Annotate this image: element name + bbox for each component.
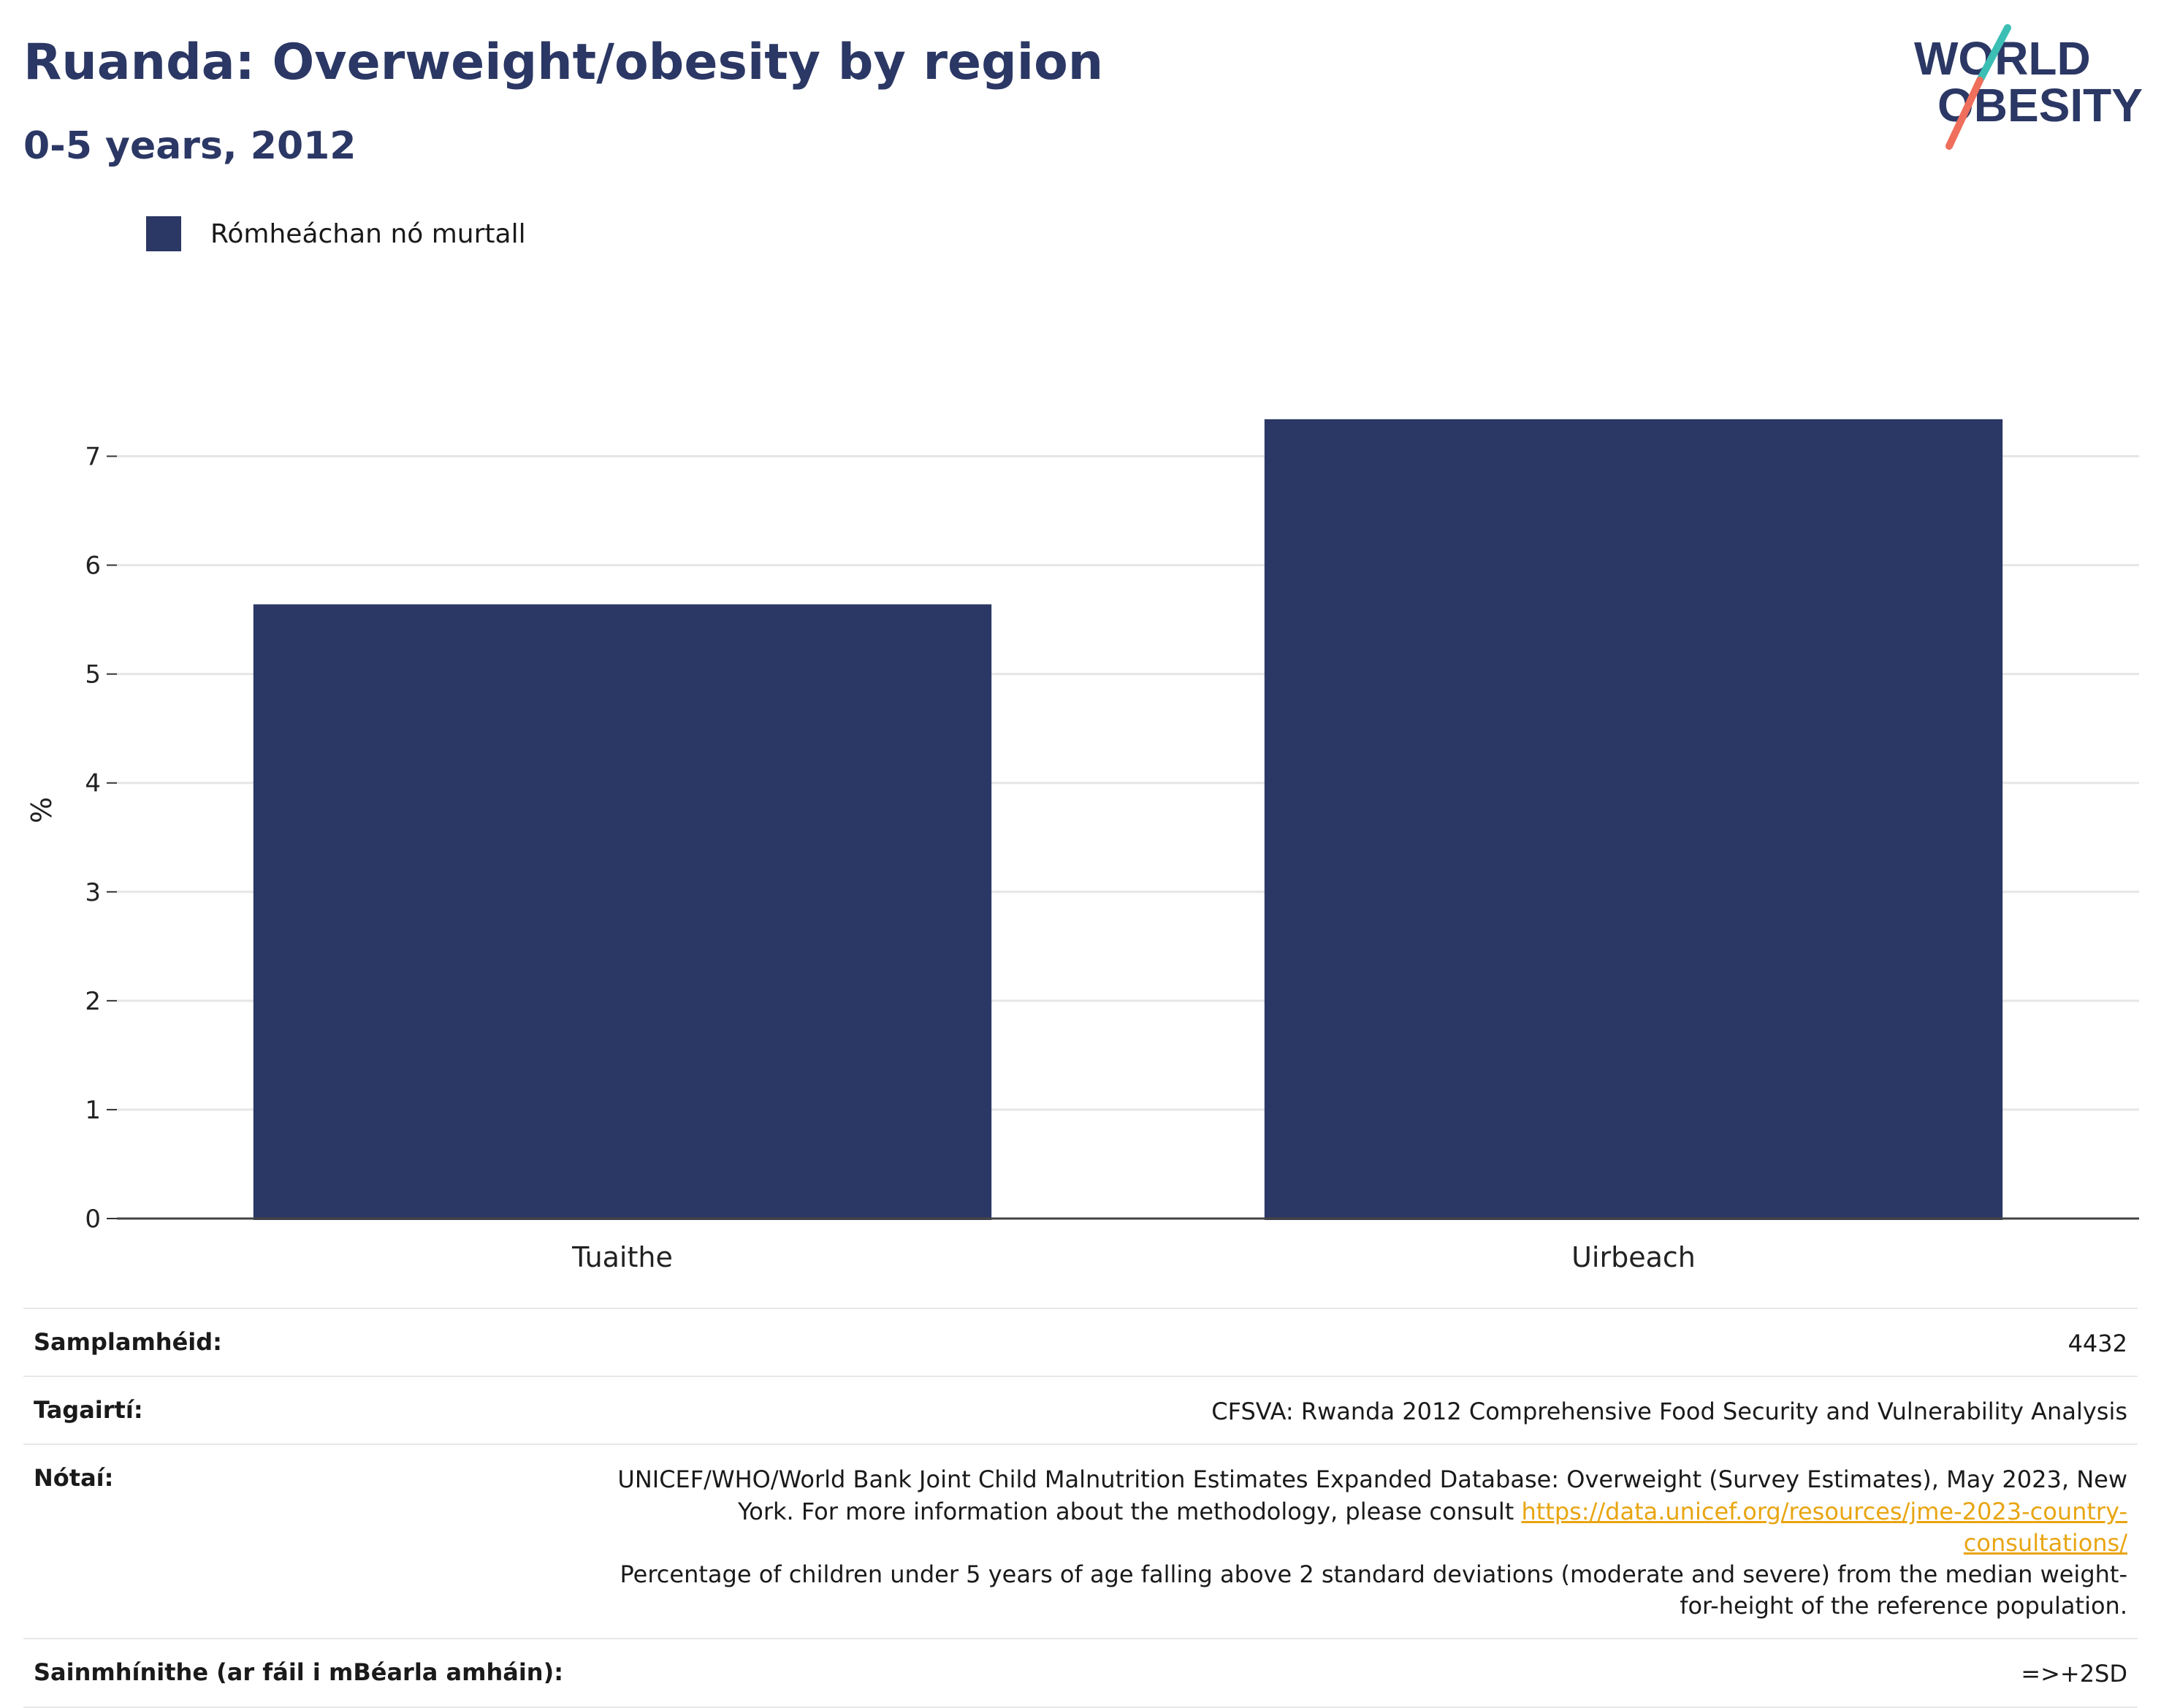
x-tick-label: Uirbeach — [1571, 1241, 1696, 1273]
y-axis-label: % — [26, 797, 58, 823]
notes-text-2: Percentage of children under 5 years of … — [620, 1560, 2128, 1620]
definitions-label: Sainmhínithe (ar fáil i mBéarla amháin): — [34, 1658, 563, 1687]
y-tick-label: 7 — [85, 443, 101, 472]
x-tick-label: Tuaithe — [571, 1241, 673, 1273]
y-tick-label: 3 — [85, 878, 101, 907]
logo-slash-teal — [1976, 24, 2011, 84]
logo-slash-coral — [1945, 77, 1983, 150]
legend-label: Rómheáchan nó murtall — [210, 218, 526, 249]
info-row-definitions: Sainmhínithe (ar fáil i mBéarla amháin):… — [23, 1638, 2138, 1708]
notes-text-1: UNICEF/WHO/World Bank Joint Child Malnut… — [617, 1465, 2127, 1525]
bar-chart: 0 1 2 3 4 5 6 7% Tuaithe Uirbeach — [26, 419, 2139, 1273]
references-label: Tagairtí: — [34, 1396, 143, 1425]
world-obesity-logo: WORLD OBESITY — [1914, 24, 2143, 150]
sample-size-value: 4432 — [2067, 1330, 2127, 1357]
y-tick-label: 5 — [85, 660, 101, 690]
notes-value: UNICEF/WHO/World Bank Joint Child Malnut… — [608, 1464, 2127, 1622]
definitions-value: =>+2SD — [2021, 1660, 2127, 1688]
legend[interactable]: Rómheáchan nó murtall — [146, 216, 526, 251]
notes-label: Nótaí: — [34, 1464, 114, 1492]
info-row-notes: Nótaí: UNICEF/WHO/World Bank Joint Child… — [23, 1444, 2138, 1638]
y-tick-label: 2 — [85, 987, 101, 1016]
notes-link[interactable]: https://data.unicef.org/resources/jme-20… — [1521, 1497, 2127, 1557]
chart-title: Ruanda: Overweight/obesity by region — [23, 34, 1104, 91]
info-table: Samplamhéid: 4432 Tagairtí: CFSVA: Rwand… — [23, 1308, 2138, 1708]
legend-swatch — [146, 216, 181, 251]
info-row-sample-size: Samplamhéid: 4432 — [23, 1308, 2138, 1376]
y-tick-label: 6 — [85, 552, 101, 581]
references-value: CFSVA: Rwanda 2012 Comprehensive Food Se… — [1211, 1398, 2127, 1426]
bar — [1264, 419, 2003, 1221]
y-tick-label: 0 — [85, 1205, 101, 1234]
sample-size-label: Samplamhéid: — [34, 1328, 222, 1356]
bar — [253, 604, 992, 1220]
y-tick-label: 1 — [85, 1096, 101, 1125]
info-row-references: Tagairtí: CFSVA: Rwanda 2012 Comprehensi… — [23, 1376, 2138, 1444]
chart-subtitle: 0-5 years, 2012 — [23, 124, 357, 168]
y-tick-label: 4 — [85, 769, 101, 798]
